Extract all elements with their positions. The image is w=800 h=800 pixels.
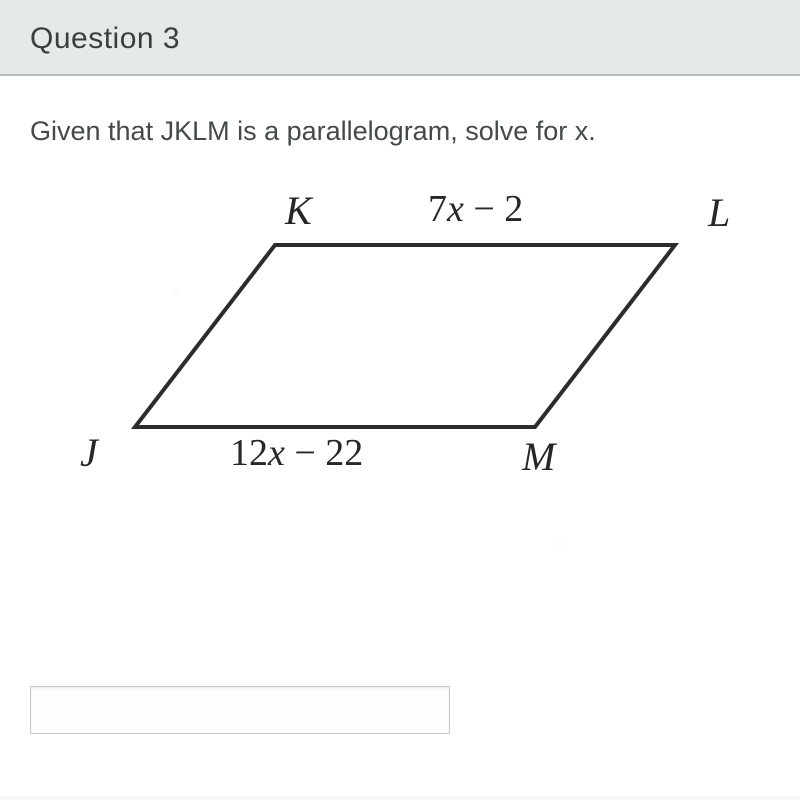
edge-label-bottom: 12x − 22	[230, 431, 363, 475]
question-header: Question 3	[0, 0, 800, 76]
parallelogram-shape	[125, 237, 685, 437]
edge-label-top: 7x − 2	[428, 187, 523, 231]
edge-bottom-const: − 22	[294, 432, 363, 474]
answer-input[interactable]	[30, 686, 450, 734]
edge-top-coef: 7	[428, 188, 447, 230]
edge-top-var: x	[447, 188, 464, 230]
edge-top-const: − 2	[473, 188, 523, 230]
vertex-M: M	[522, 433, 555, 480]
question-content: Given that JKLM is a parallelogram, solv…	[0, 76, 800, 796]
vertex-L: L	[708, 189, 730, 236]
question-title: Question 3	[30, 22, 770, 56]
vertex-J: J	[80, 429, 98, 476]
parallelogram-figure: K L J M 7x − 2 12x − 22	[30, 167, 770, 547]
edge-bottom-coef: 12	[230, 432, 268, 474]
vertex-K: K	[285, 187, 312, 234]
parallelogram-poly	[135, 245, 675, 427]
edge-bottom-var: x	[268, 432, 285, 474]
question-prompt: Given that JKLM is a parallelogram, solv…	[30, 116, 770, 147]
